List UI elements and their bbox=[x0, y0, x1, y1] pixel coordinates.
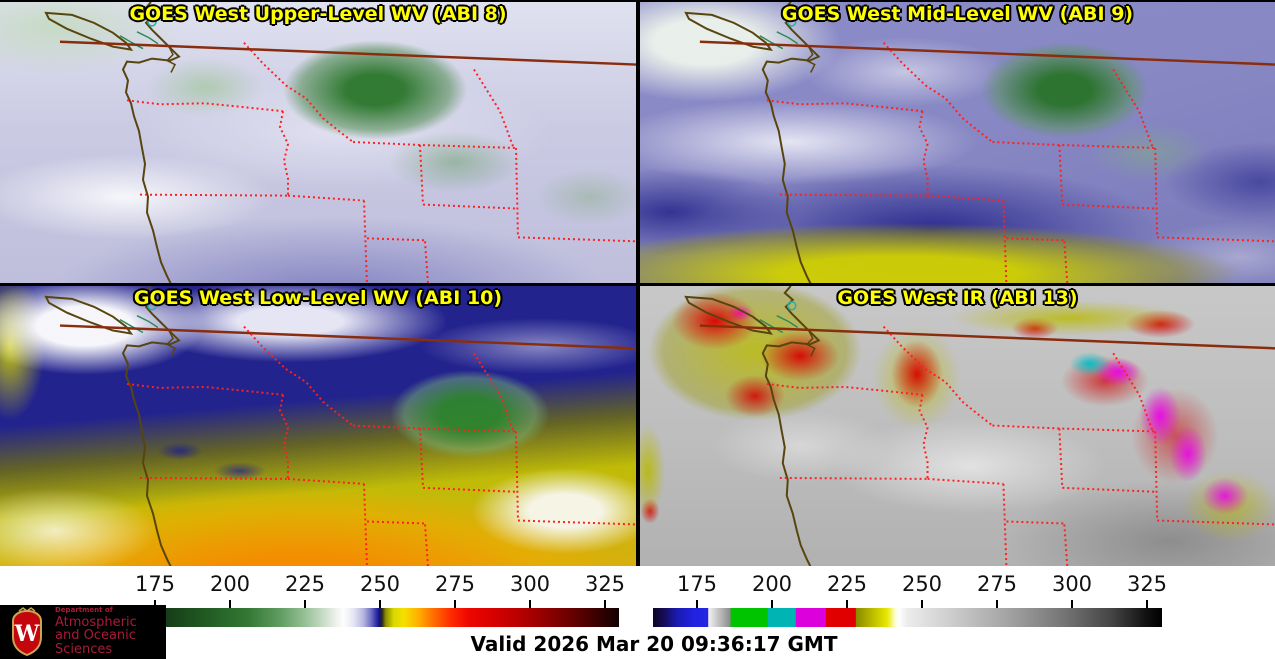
valid-timestamp: Valid 2026 Mar 20 09:36:17 GMT bbox=[470, 632, 838, 656]
ir-colorbar-gradient bbox=[653, 608, 1162, 627]
ir-tick-label: 250 bbox=[901, 572, 943, 596]
panel-title-abi8: GOES West Upper-Level WV (ABI 8) bbox=[129, 3, 507, 25]
wv-tick-label: 325 bbox=[584, 572, 626, 596]
ir-tick-label: 225 bbox=[826, 572, 868, 596]
wv-tick-mark bbox=[454, 600, 456, 608]
ir-tick-mark bbox=[1146, 600, 1148, 608]
ir-tick-label: 175 bbox=[676, 572, 718, 596]
satellite-imagery-abi10 bbox=[0, 286, 636, 566]
panel-title-abi9: GOES West Mid-Level WV (ABI 9) bbox=[781, 3, 1134, 25]
wv-tick-mark bbox=[304, 600, 306, 608]
map-overlay bbox=[44, 286, 636, 566]
logo-dept-label: Department of bbox=[55, 606, 113, 615]
ir-tick-mark bbox=[1071, 600, 1073, 608]
wv-tick-label: 225 bbox=[284, 572, 326, 596]
ir-tick-mark bbox=[846, 600, 848, 608]
satellite-imagery-abi13 bbox=[640, 286, 1275, 566]
satellite-imagery-abi8 bbox=[0, 2, 636, 283]
map-overlay bbox=[684, 286, 1275, 566]
wv-tick-label: 200 bbox=[209, 572, 251, 596]
ir-tick-mark bbox=[771, 600, 773, 608]
logo-text: Department of Atmospheric and Oceanic Sc… bbox=[55, 606, 166, 657]
panel-title-abi10: GOES West Low-Level WV (ABI 10) bbox=[133, 287, 503, 309]
logo-line1: Atmospheric bbox=[55, 614, 137, 630]
wv-tick-label: 175 bbox=[134, 572, 176, 596]
panel-ir: GOES West IR (ABI 13) bbox=[640, 286, 1275, 566]
wv-tick-label: 300 bbox=[509, 572, 551, 596]
footer: 175 200 225 250 275 300 325 175 200 225 … bbox=[0, 566, 1275, 659]
ir-tick-mark bbox=[696, 600, 698, 608]
wv-tick-mark bbox=[379, 600, 381, 608]
ir-tick-mark bbox=[921, 600, 923, 608]
panel-low-level-wv: GOES West Low-Level WV (ABI 10) bbox=[0, 286, 636, 566]
wv-tick-mark bbox=[604, 600, 606, 608]
uw-aos-logo: W Department of Atmospheric and Oceanic … bbox=[0, 605, 166, 659]
ir-tick-label: 300 bbox=[1051, 572, 1093, 596]
map-overlay bbox=[684, 2, 1275, 283]
ir-tick-label: 275 bbox=[976, 572, 1018, 596]
wv-tick-label: 275 bbox=[434, 572, 476, 596]
wv-tick-mark bbox=[154, 600, 156, 608]
wv-colorbar-gradient bbox=[118, 608, 619, 627]
wv-tick-mark bbox=[229, 600, 231, 608]
panel-upper-level-wv: GOES West Upper-Level WV (ABI 8) bbox=[0, 2, 636, 283]
map-overlay bbox=[44, 2, 636, 283]
panel-title-abi13: GOES West IR (ABI 13) bbox=[837, 287, 1078, 309]
uw-crest-icon: W bbox=[12, 607, 42, 657]
logo-line2: and Oceanic Sciences bbox=[55, 628, 136, 657]
ir-tick-label: 200 bbox=[751, 572, 793, 596]
satellite-imagery-abi9 bbox=[640, 2, 1275, 283]
wv-tick-label: 250 bbox=[359, 572, 401, 596]
panel-mid-level-wv: GOES West Mid-Level WV (ABI 9) bbox=[640, 2, 1275, 283]
wv-tick-mark bbox=[529, 600, 531, 608]
ir-tick-mark bbox=[996, 600, 998, 608]
ir-tick-label: 325 bbox=[1126, 572, 1168, 596]
crest-letter: W bbox=[14, 621, 40, 647]
